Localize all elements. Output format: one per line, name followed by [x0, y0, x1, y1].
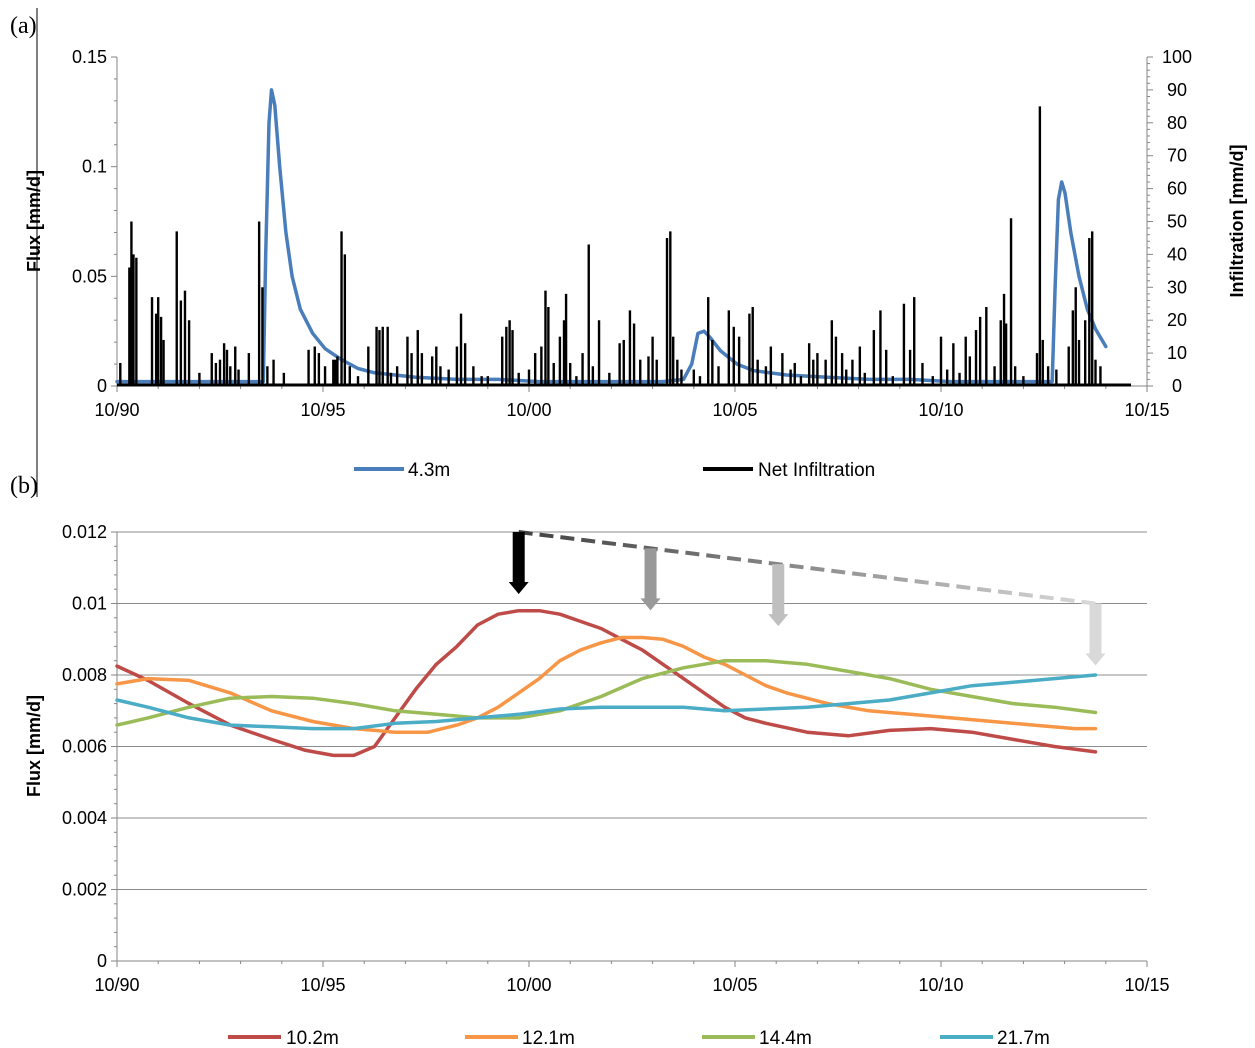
peak-arrow	[508, 532, 529, 594]
series-4.3m-line	[115, 88, 1108, 384]
x-tick-label: 10/00	[506, 400, 551, 420]
series-21.7m-line	[115, 673, 1098, 731]
panel-a-y-axis-title: Flux [mm/d]	[24, 170, 44, 272]
x-tick-label: 10/10	[918, 400, 963, 420]
series-14.4m-line	[115, 658, 1098, 727]
panel-a-plot: 10/90 10/95 10/00 10/05 10/10 10/1500.050.10.…	[72, 47, 1192, 420]
y2-tick-label: 60	[1167, 179, 1187, 199]
y-tick-label: 0	[97, 951, 107, 971]
x-tick-label: 10/10	[918, 975, 963, 995]
y2-tick-label: 20	[1167, 310, 1187, 330]
peak-arrow	[640, 548, 661, 611]
y-tick-label: 0.006	[62, 737, 107, 757]
legend-label-21.7m: 21.7m	[997, 1028, 1050, 1048]
y2-tick-label: 100	[1162, 47, 1192, 67]
y-tick-label: 0.012	[62, 522, 107, 542]
y2-tick-label: 0	[1172, 376, 1182, 396]
x-tick-label: 10/95	[300, 975, 345, 995]
y-tick-label: 0.15	[72, 47, 107, 67]
panel-b-y-axis-title: Flux [mm/d]	[24, 695, 44, 797]
y-tick-label: 0.01	[72, 594, 107, 614]
x-tick-label: 10/15	[1124, 975, 1169, 995]
panel-b-legend: 10.2m 12.1m 14.4m 21.7m	[228, 1028, 1050, 1048]
peak-arrow	[1085, 603, 1106, 666]
panel-a-y2-axis-title: Infiltration [mm/d]	[1227, 145, 1247, 298]
x-tick-label: 10/90	[94, 975, 139, 995]
legend-label-12.1m: 12.1m	[522, 1028, 575, 1048]
x-tick-label: 10/90	[94, 400, 139, 420]
trend-line	[518, 530, 1096, 606]
legend-label-10.2m: 10.2m	[286, 1028, 339, 1048]
panel-a-label: (a)	[10, 13, 37, 39]
y-tick-label: 0.008	[62, 665, 107, 685]
y2-tick-label: 90	[1167, 80, 1187, 100]
series-net-infiltration	[117, 106, 1131, 387]
panel-b: (b) 10/90 10/95 10/00 10/05 10/10 10/15 0 0.002…	[10, 473, 1170, 1048]
y2-tick-label: 10	[1167, 343, 1187, 363]
x-tick-label: 10/15	[1124, 400, 1169, 420]
y-tick-label: 0.004	[62, 808, 107, 828]
panel-a: (a) 10/90 10/95 10/00 10/05 10/10 10/1500.050…	[10, 8, 1247, 497]
y2-tick-label: 50	[1167, 212, 1187, 232]
x-tick-label: 10/00	[506, 975, 551, 995]
panel-b-plot: 10/90 10/95 10/00 10/05 10/10 10/15 0 0.002 0.00…	[62, 522, 1170, 995]
legend-label-14.4m: 14.4m	[759, 1028, 812, 1048]
x-tick-label: 10/05	[712, 400, 757, 420]
y2-tick-label: 70	[1167, 146, 1187, 166]
series-12.1m-line	[115, 635, 1098, 734]
y-tick-label: 0.1	[82, 157, 107, 177]
panel-a-legend: 4.3m Net Infiltration	[354, 460, 875, 481]
panel-b-label: (b)	[10, 473, 38, 499]
legend-label-4.3m: 4.3m	[408, 460, 450, 481]
legend-label-net-infiltration: Net Infiltration	[758, 460, 875, 481]
y-tick-label: 0	[97, 376, 107, 396]
x-tick-label: 10/05	[712, 975, 757, 995]
y-tick-label: 0.002	[62, 880, 107, 900]
y-tick-label: 0.05	[72, 266, 107, 286]
y2-tick-label: 80	[1167, 113, 1187, 133]
series-10.2m-line	[115, 608, 1098, 758]
peak-arrow	[768, 564, 789, 627]
y2-tick-label: 30	[1167, 277, 1187, 297]
y2-tick-label: 40	[1167, 244, 1187, 264]
x-tick-label: 10/95	[300, 400, 345, 420]
